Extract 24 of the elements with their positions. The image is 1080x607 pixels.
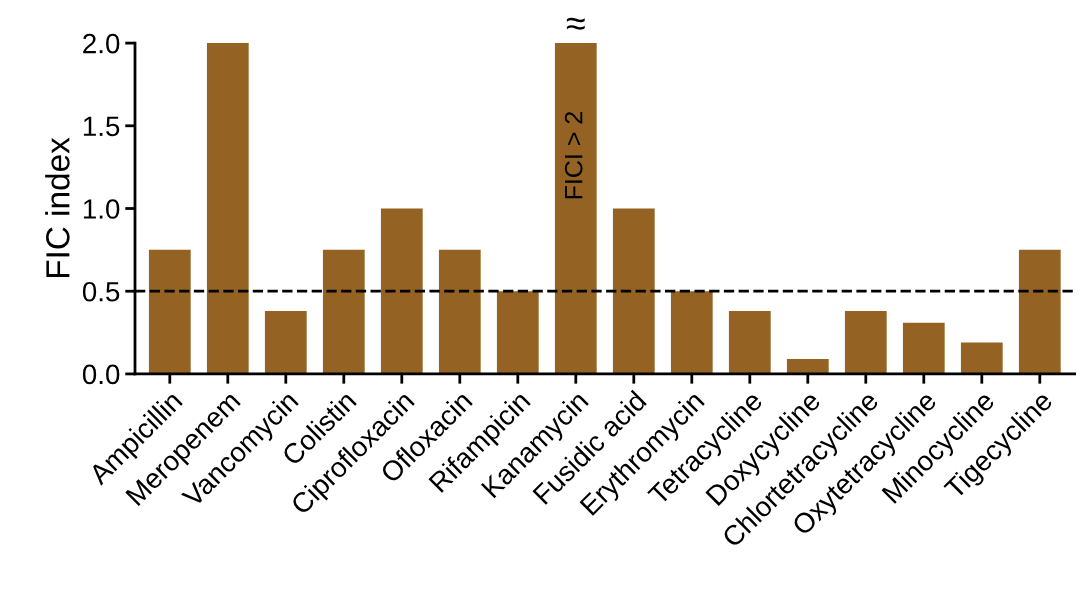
bar (670, 291, 713, 374)
annotation: ≈ (566, 17, 585, 30)
bar (844, 311, 887, 374)
annotation: FICI > 2 (564, 112, 583, 199)
y-tick-label: 1.0 (83, 199, 120, 219)
y-tick-label: 1.5 (83, 116, 120, 137)
y-axis-title: FIC index (45, 137, 70, 278)
bar (322, 249, 365, 374)
bar (960, 342, 1003, 374)
bar (148, 249, 191, 374)
bar (438, 249, 481, 374)
y-tick-label: 0.0 (82, 364, 120, 385)
bar (902, 322, 945, 374)
bar (554, 43, 597, 374)
bar (264, 311, 307, 374)
bar (496, 291, 539, 374)
bar (380, 208, 423, 374)
bar (728, 311, 771, 374)
y-tick-label: 0.5 (82, 281, 120, 302)
bar (786, 359, 829, 374)
bar (206, 43, 249, 374)
bar (1018, 249, 1061, 374)
y-tick-label: 2.0 (83, 33, 120, 54)
bar (612, 208, 655, 374)
